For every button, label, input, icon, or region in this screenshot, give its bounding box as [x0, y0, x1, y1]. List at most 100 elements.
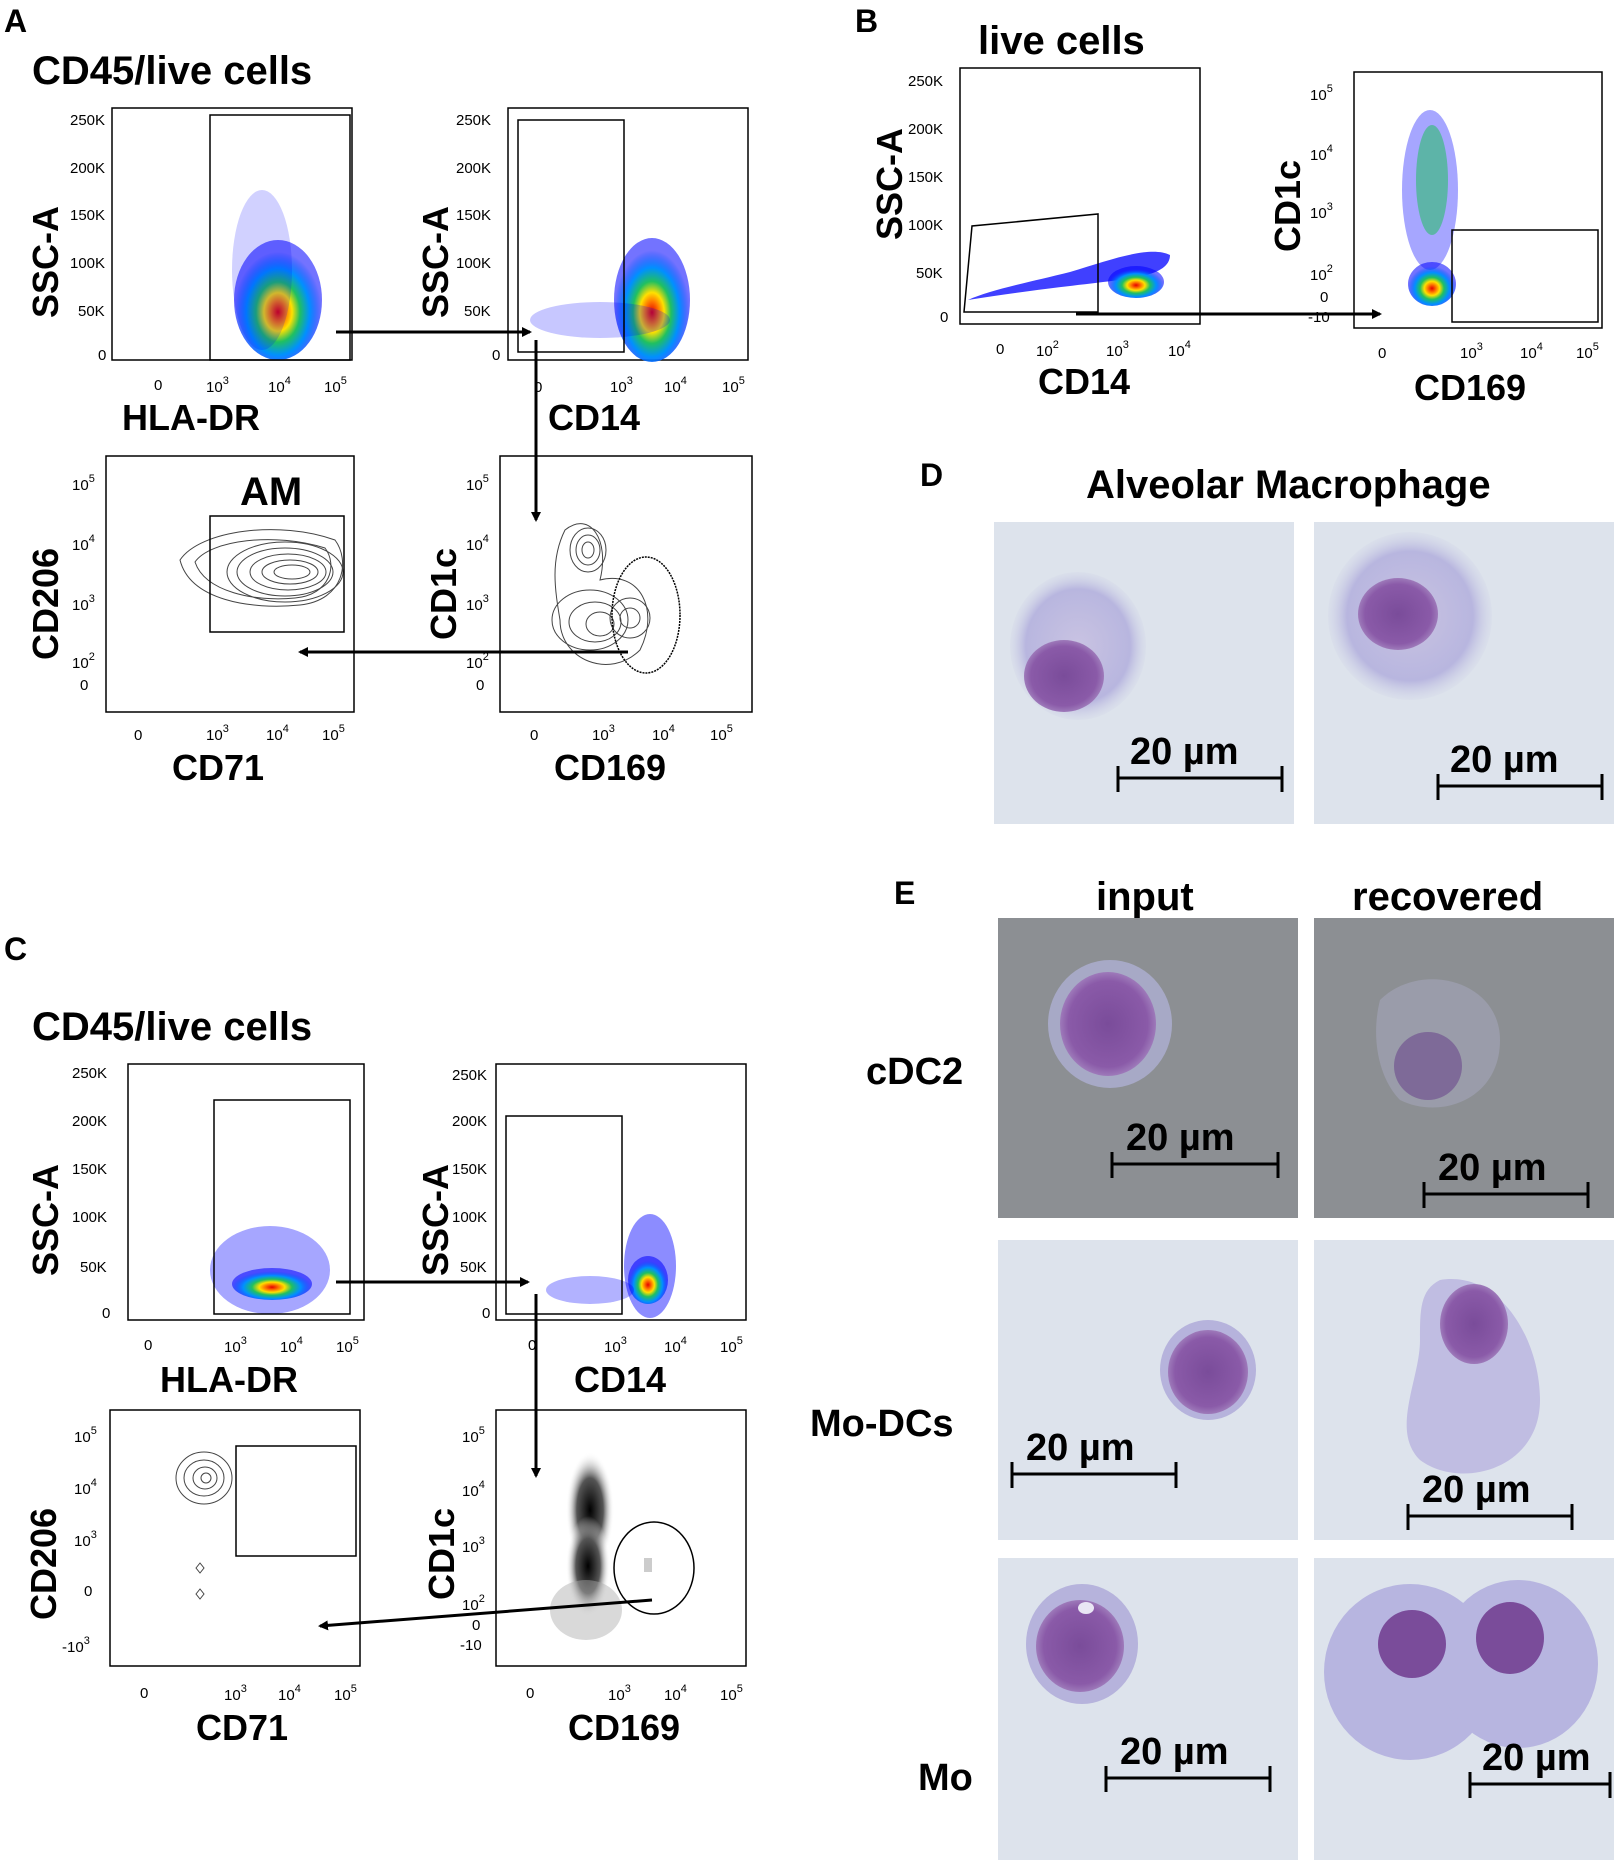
svg-text:104: 104	[266, 723, 289, 744]
svg-text:103: 103	[224, 1335, 247, 1356]
scale-bar-label: 20 µm	[1120, 1731, 1229, 1773]
svg-text:200K: 200K	[452, 1113, 487, 1130]
svg-text:105: 105	[324, 375, 347, 396]
svg-text:150K: 150K	[452, 1161, 487, 1178]
svg-text:103: 103	[74, 1529, 97, 1550]
cd169-gate	[613, 1521, 695, 1615]
svg-text:200K: 200K	[70, 160, 105, 177]
svg-text:103: 103	[604, 1335, 627, 1356]
micrograph-d-2: 20 µm	[1314, 522, 1614, 824]
scale-bar-label: 20 µm	[1422, 1469, 1531, 1511]
svg-text:103: 103	[610, 375, 633, 396]
micrograph-e-modcs-input: 20 µm	[998, 1240, 1298, 1540]
y-axis-label: SSC-A	[869, 128, 910, 240]
x-axis-label: CD169	[568, 1707, 680, 1748]
svg-text:105: 105	[720, 1683, 743, 1704]
svg-text:50K: 50K	[916, 265, 943, 282]
svg-text:105: 105	[336, 1335, 359, 1356]
svg-text:104: 104	[1520, 341, 1543, 362]
y-axis-label: SSC-A	[25, 206, 66, 318]
svg-text:-10: -10	[1308, 309, 1330, 326]
gate-box	[213, 1099, 351, 1315]
gate-box	[517, 119, 625, 353]
am-gate	[209, 515, 345, 633]
svg-text:105: 105	[710, 723, 733, 744]
svg-text:102: 102	[1310, 263, 1333, 284]
svg-text:103: 103	[72, 593, 95, 614]
svg-text:0: 0	[1378, 345, 1386, 362]
svg-text:105: 105	[334, 1683, 357, 1704]
x-axis-label: HLA-DR	[122, 397, 260, 438]
panel-c-cd169-plot: 105 104 103 102 0 -10 0 103 104 105 CD16…	[421, 1409, 747, 1748]
panel-c-hla-dr-plot: 250K 200K 150K 100K 50K 0 0 103 104 105 …	[25, 1063, 365, 1400]
row-label-cdc2: cDC2	[866, 1051, 963, 1093]
svg-text:0: 0	[84, 1583, 92, 1600]
row-label-mo-dcs: Mo-DCs	[810, 1403, 954, 1445]
micrograph-e-modcs-recovered: 20 µm	[1314, 1240, 1614, 1540]
svg-text:100K: 100K	[72, 1209, 107, 1226]
svg-text:104: 104	[664, 1683, 687, 1704]
gating-arrow	[318, 1598, 653, 1631]
cd169-gate	[1451, 229, 1599, 323]
micrograph-e-mo-recovered: 20 µm	[1314, 1558, 1614, 1860]
panel-a-cd71-plot: AM 105 104 103 102 0 0 103 104 105 CD71 …	[25, 455, 355, 788]
svg-text:0: 0	[80, 677, 88, 694]
svg-text:150K: 150K	[908, 169, 943, 186]
svg-text:104: 104	[280, 1335, 303, 1356]
svg-text:0: 0	[102, 1305, 110, 1322]
svg-text:103: 103	[592, 723, 615, 744]
svg-text:0: 0	[1320, 289, 1328, 306]
svg-text:103: 103	[466, 593, 489, 614]
svg-text:103: 103	[462, 1535, 485, 1556]
column-header-input: input	[1096, 875, 1194, 919]
panel-letter-c: C	[4, 931, 27, 967]
panel-letter-e: E	[894, 875, 915, 911]
panel-c-title: CD45/live cells	[32, 1005, 312, 1049]
svg-text:0: 0	[530, 727, 538, 744]
svg-text:0: 0	[98, 347, 106, 364]
svg-text:104: 104	[1310, 143, 1333, 164]
svg-text:100K: 100K	[456, 255, 491, 272]
svg-text:104: 104	[1168, 339, 1191, 360]
gate-box	[235, 1445, 357, 1557]
svg-text:105: 105	[466, 473, 489, 494]
svg-text:104: 104	[652, 723, 675, 744]
svg-text:250K: 250K	[452, 1067, 487, 1084]
micrograph-e-cdc2-input: 20 µm	[998, 918, 1298, 1218]
svg-text:105: 105	[720, 1335, 743, 1356]
svg-text:150K: 150K	[70, 207, 105, 224]
micrograph-d-1: 20 µm	[994, 522, 1294, 824]
svg-text:250K: 250K	[70, 112, 105, 129]
svg-text:104: 104	[664, 375, 687, 396]
scale-bar-label: 20 µm	[1026, 1427, 1135, 1469]
svg-text:105: 105	[1576, 341, 1599, 362]
svg-text:50K: 50K	[464, 303, 491, 320]
y-axis-label: CD1c	[421, 1508, 462, 1600]
svg-text:0: 0	[140, 1685, 148, 1702]
svg-text:0: 0	[528, 1337, 536, 1354]
svg-text:0: 0	[492, 347, 500, 364]
svg-text:105: 105	[72, 473, 95, 494]
y-axis-label: CD206	[25, 548, 66, 660]
y-axis-label: SSC-A	[415, 1164, 456, 1276]
x-axis-label: CD169	[554, 747, 666, 788]
svg-text:200K: 200K	[456, 160, 491, 177]
panel-b-cd14-plot: 250K 200K 150K 100K 50K 0 0 102 103 104 …	[869, 67, 1201, 402]
panel-a-title: CD45/live cells	[32, 49, 312, 93]
svg-text:105: 105	[462, 1425, 485, 1446]
y-axis-label: SSC-A	[415, 206, 456, 318]
scale-bar-label: 20 µm	[1482, 1737, 1591, 1779]
scale-bar-label: 20 µm	[1450, 739, 1559, 781]
panel-letter-b: B	[855, 3, 878, 39]
svg-text:0: 0	[526, 1685, 534, 1702]
panel-a-cd169-plot: 105 104 103 102 0 0 103 104 105 CD169 CD…	[423, 455, 753, 788]
svg-text:0: 0	[534, 379, 542, 396]
svg-text:200K: 200K	[72, 1113, 107, 1130]
y-axis-label: SSC-A	[25, 1164, 66, 1276]
svg-text:104: 104	[664, 1335, 687, 1356]
density-cloud	[234, 240, 322, 360]
svg-text:104: 104	[466, 533, 489, 554]
panel-c-cd14-plot: 250K 200K 150K 100K 50K 0 0 103 104 105 …	[415, 1063, 747, 1400]
panel-letter-a: A	[4, 3, 27, 39]
